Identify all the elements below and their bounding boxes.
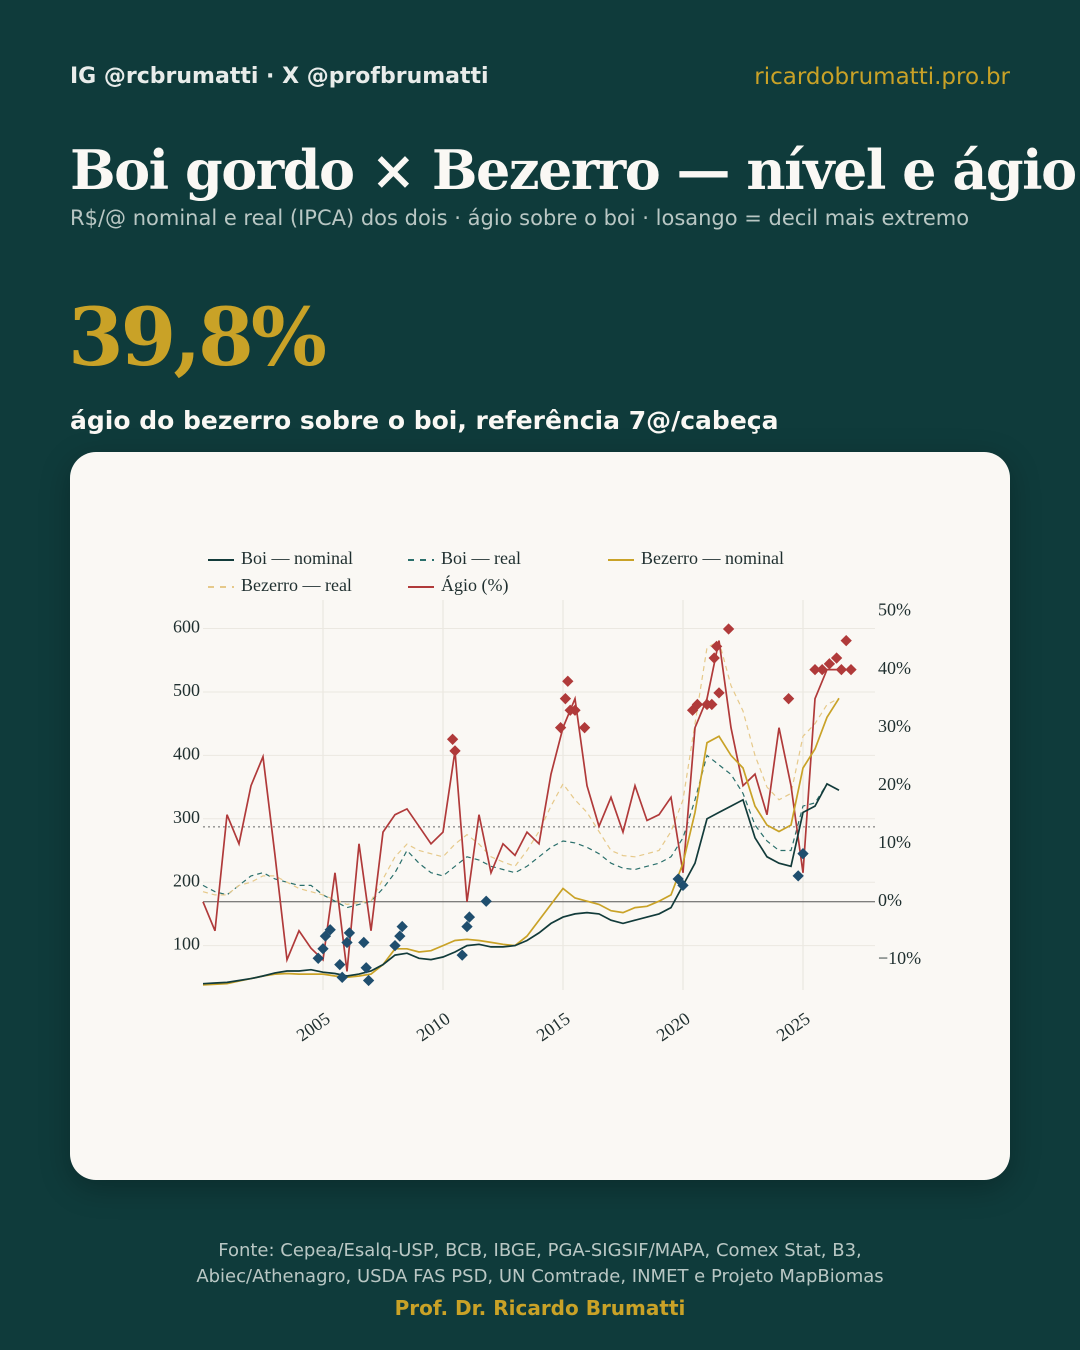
extreme-marker <box>677 879 689 892</box>
series-line <box>202 754 840 909</box>
y2-tick-label: 50% <box>878 600 911 620</box>
extreme-marker <box>823 658 836 670</box>
extreme-marker <box>713 687 725 699</box>
y2-tick-label: −10% <box>878 948 921 968</box>
extreme-marker <box>835 663 848 676</box>
extreme-marker <box>446 733 459 745</box>
legend-label: Boi — nominal <box>241 548 353 568</box>
legend-label: Ágio (%) <box>441 574 508 596</box>
extreme-marker <box>562 675 574 687</box>
source-line: Abiec/Athenagro, USDA FAS PSD, UN Comtra… <box>196 1266 884 1287</box>
extreme-marker <box>691 698 704 711</box>
author: Prof. Dr. Ricardo Brumatti <box>394 1296 686 1320</box>
extreme-marker <box>830 652 843 664</box>
series-line <box>202 697 840 986</box>
extreme-marker <box>722 623 735 635</box>
series-line <box>202 782 840 985</box>
y-tick-label: 500 <box>173 680 200 700</box>
extreme-marker <box>816 663 828 676</box>
extreme-marker <box>396 920 408 933</box>
extreme-marker <box>362 974 375 987</box>
y2-tick-label: 0% <box>878 890 902 910</box>
y-tick-label: 100 <box>173 934 200 954</box>
extreme-marker <box>845 663 857 676</box>
y2-tick-label: 10% <box>878 832 911 852</box>
series-line <box>202 640 840 906</box>
y-tick-label: 200 <box>173 870 200 890</box>
extreme-marker <box>360 962 372 974</box>
extreme-marker <box>554 722 567 734</box>
extreme-marker <box>480 895 492 907</box>
legend-label: Boi — real <box>441 548 521 568</box>
y2-tick-label: 20% <box>878 774 911 794</box>
extreme-marker <box>782 693 795 705</box>
extreme-marker <box>456 949 468 961</box>
y-tick-label: 400 <box>173 743 200 763</box>
extreme-marker <box>706 698 718 711</box>
y2-tick-label: 40% <box>878 658 911 678</box>
site[interactable]: ricardobrumatti.pro.br <box>754 64 1010 90</box>
x-tick-label: 2010 <box>413 1008 454 1045</box>
extreme-marker <box>463 911 476 923</box>
extreme-marker <box>389 939 401 952</box>
extreme-marker <box>809 663 821 676</box>
x-tick-label: 2025 <box>773 1008 814 1045</box>
extreme-marker <box>324 924 336 936</box>
y2-tick-label: 30% <box>878 716 911 736</box>
x-tick-label: 2020 <box>653 1008 694 1045</box>
title: Boi gordo × Bezerro — nível e ágio <box>70 138 1077 202</box>
x-tick-label: 2015 <box>533 1008 574 1045</box>
extreme-marker <box>792 870 804 882</box>
y-tick-label: 600 <box>173 617 200 637</box>
extreme-marker <box>343 927 356 939</box>
extreme-marker <box>341 936 353 949</box>
extreme-marker <box>394 930 406 942</box>
extreme-marker <box>559 693 572 705</box>
y-tick-label: 300 <box>173 807 200 827</box>
extreme-marker <box>569 704 581 716</box>
extreme-marker <box>797 848 809 860</box>
x-tick-label: 2005 <box>293 1008 334 1045</box>
extreme-marker <box>578 722 591 734</box>
extreme-marker <box>317 943 329 955</box>
legend-label: Bezerro — real <box>241 575 352 595</box>
kpi-caption: ágio do bezerro sobre o boi, referência … <box>70 406 779 435</box>
extreme-marker <box>336 971 348 983</box>
source-line: Fonte: Cepea/Esalq-USP, BCB, IBGE, PGA-S… <box>218 1240 862 1261</box>
extreme-marker <box>710 640 723 653</box>
series-line <box>202 640 839 972</box>
extreme-marker <box>708 652 720 664</box>
legend-label: Bezerro — nominal <box>641 548 784 568</box>
extreme-marker <box>840 634 852 647</box>
kpi-value: 39,8% <box>68 290 327 384</box>
extreme-marker <box>461 920 473 933</box>
extreme-marker <box>312 952 324 964</box>
subtitle: R$/@ nominal e real (IPCA) dos dois · ág… <box>70 206 970 230</box>
extreme-marker <box>358 936 370 949</box>
social: IG @rcbrumatti · X @profbrumatti <box>70 64 489 89</box>
extreme-marker <box>334 958 346 971</box>
extreme-marker <box>449 745 461 757</box>
